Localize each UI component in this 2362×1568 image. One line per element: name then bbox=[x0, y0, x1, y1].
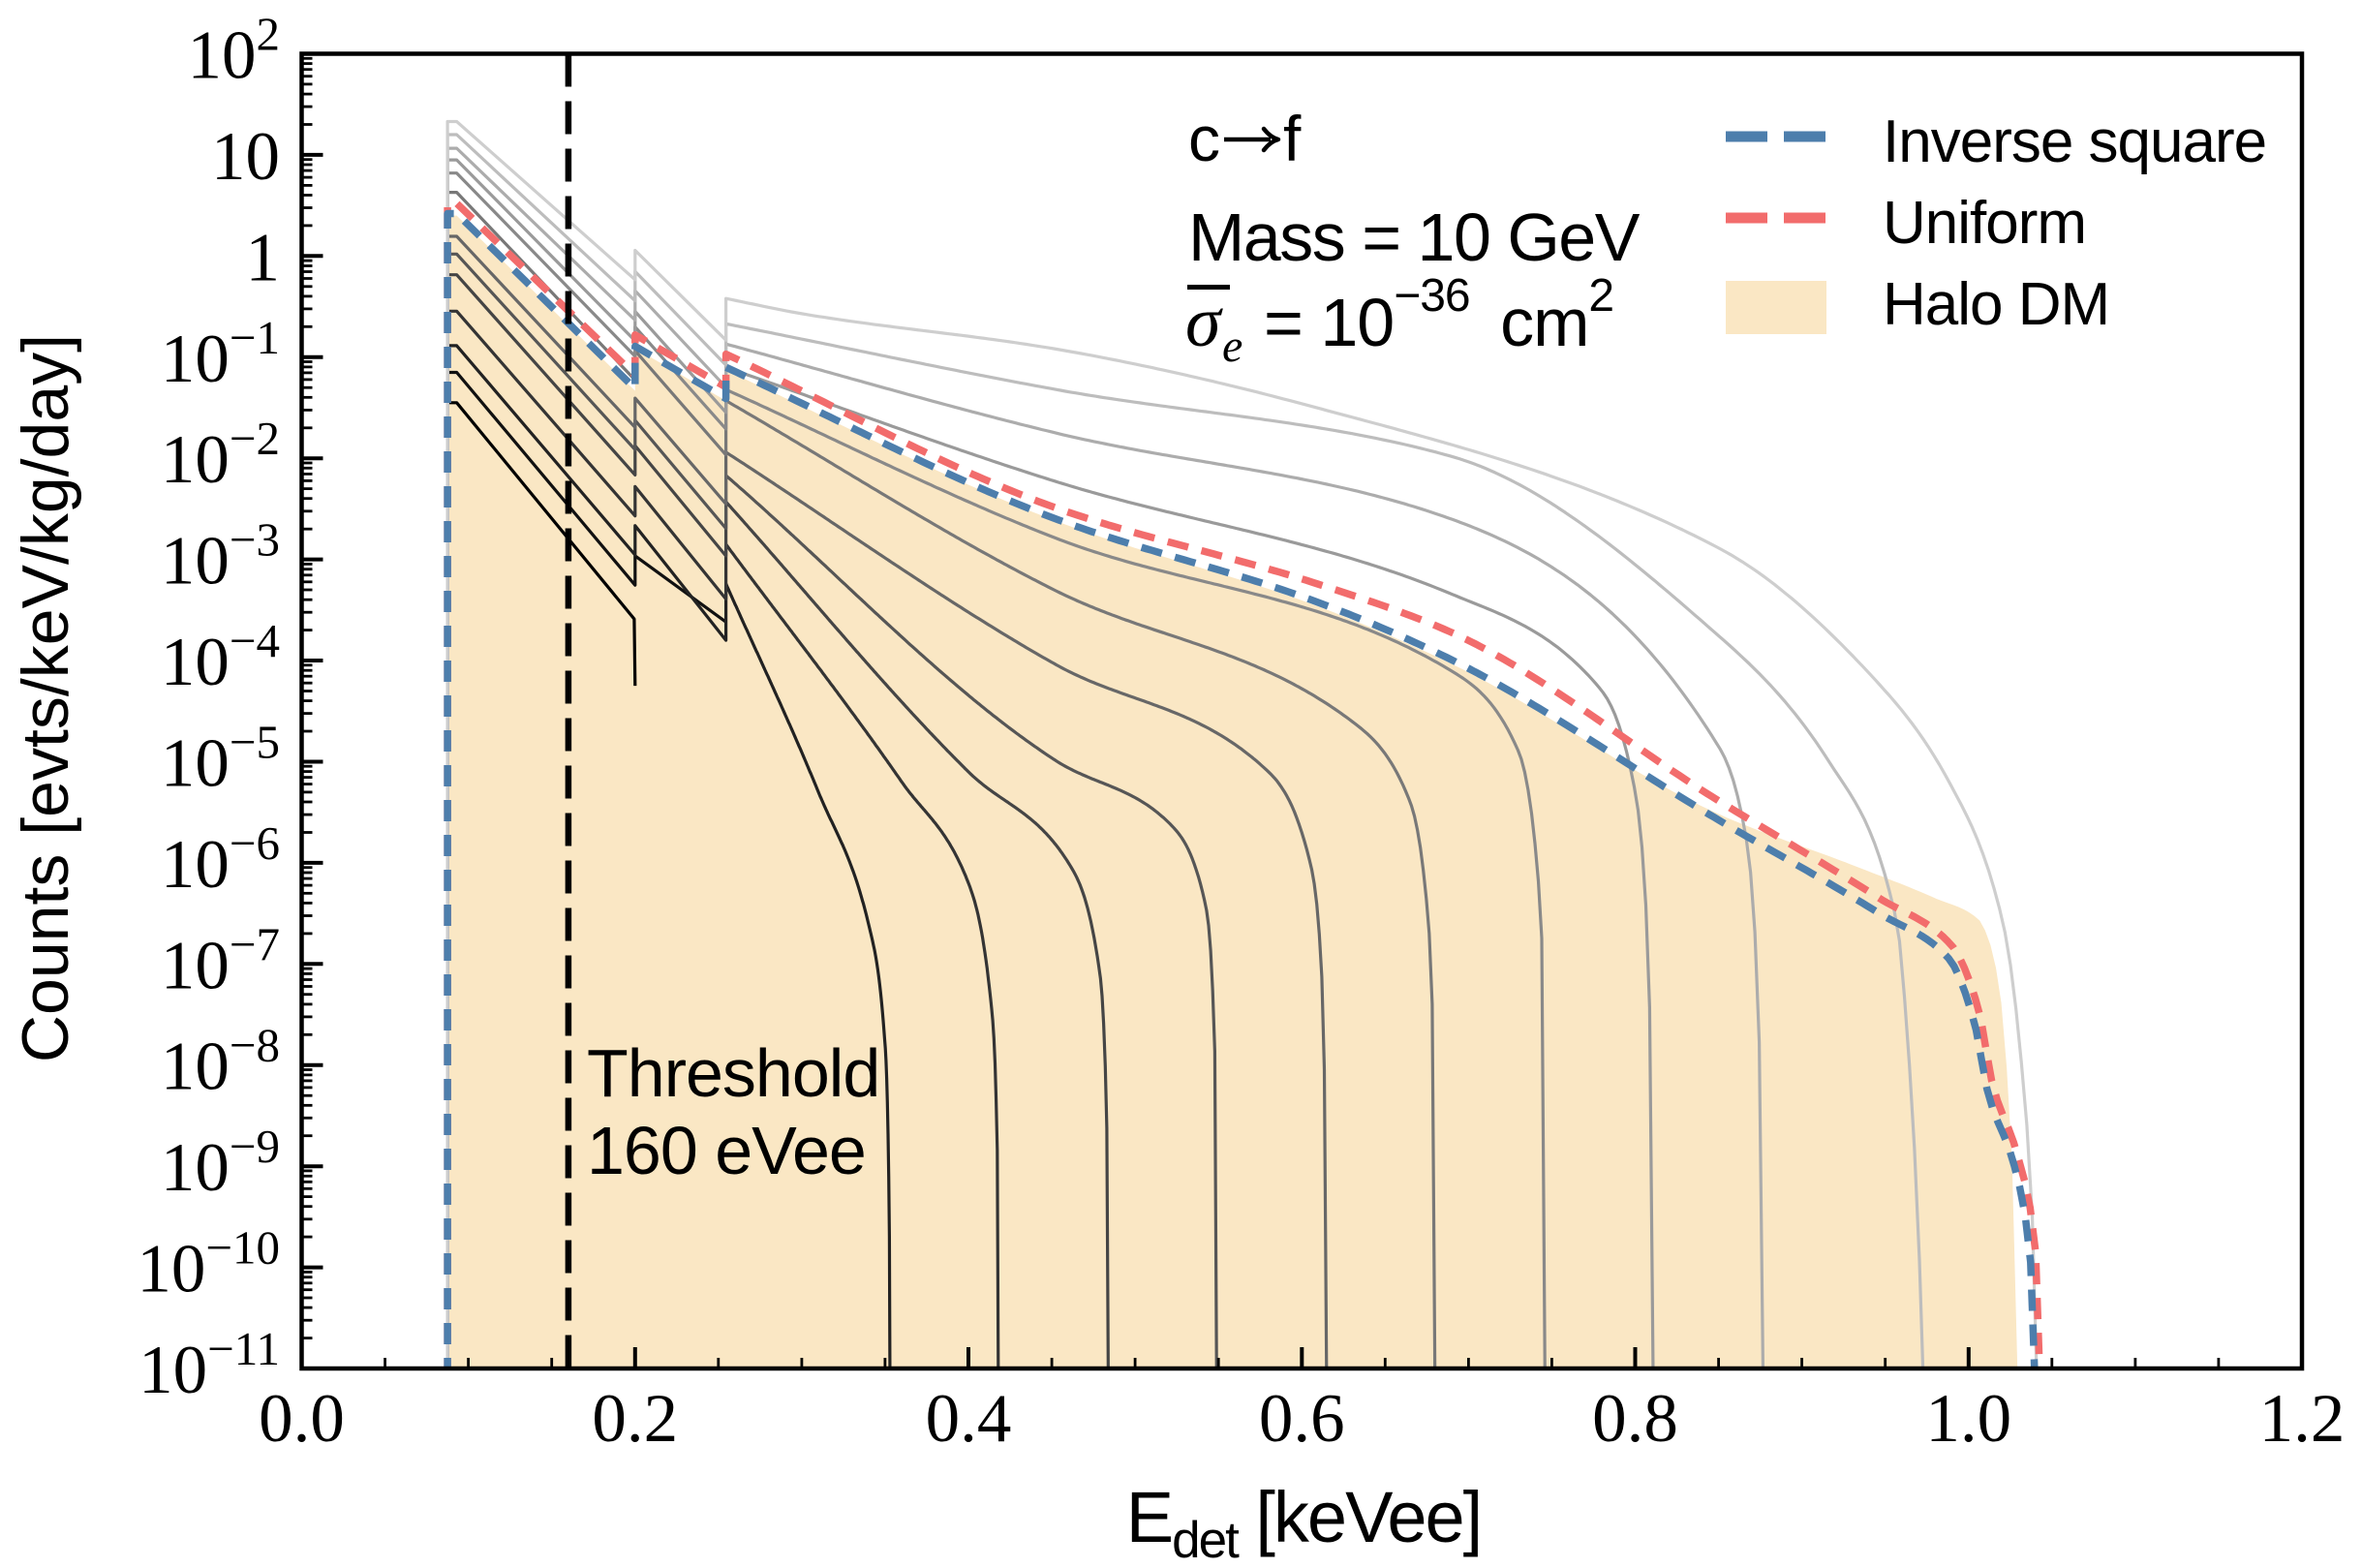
svg-text:10−1: 10−1 bbox=[161, 311, 280, 397]
svg-text:1: 1 bbox=[246, 220, 281, 295]
svg-text:f: f bbox=[1283, 103, 1302, 174]
svg-text:Threshold: Threshold bbox=[587, 1035, 879, 1111]
svg-text:10−7: 10−7 bbox=[161, 917, 280, 1003]
svg-text:Halo DM: Halo DM bbox=[1883, 271, 2109, 338]
svg-text:Inverse square: Inverse square bbox=[1883, 108, 2266, 175]
svg-text:160 eVee: 160 eVee bbox=[587, 1113, 866, 1188]
svg-text:σ: σ bbox=[1185, 283, 1223, 362]
svg-text:Counts [evts/keV/kg/day]: Counts [evts/keV/kg/day] bbox=[9, 334, 82, 1062]
svg-text:10−9: 10−9 bbox=[161, 1120, 280, 1206]
svg-text:10: 10 bbox=[211, 119, 280, 195]
svg-text:1.0: 1.0 bbox=[1925, 1381, 2011, 1457]
svg-text:0.8: 0.8 bbox=[1592, 1381, 1678, 1457]
svg-text:0.0: 0.0 bbox=[259, 1381, 345, 1457]
svg-text:Uniform: Uniform bbox=[1883, 190, 2086, 257]
svg-text:10−4: 10−4 bbox=[161, 614, 280, 700]
svg-text:e: e bbox=[1222, 321, 1242, 372]
svg-text:0.2: 0.2 bbox=[592, 1381, 678, 1457]
svg-text:Edet [keVee]: Edet [keVee] bbox=[1126, 1477, 1481, 1568]
svg-text:10−5: 10−5 bbox=[161, 716, 280, 802]
svg-text:1.2: 1.2 bbox=[2259, 1381, 2346, 1457]
svg-text:0.4: 0.4 bbox=[926, 1381, 1012, 1457]
svg-text:0.6: 0.6 bbox=[1259, 1381, 1345, 1457]
svg-text:Mass = 10 GeV: Mass = 10 GeV bbox=[1188, 200, 1641, 275]
svg-text:c: c bbox=[1188, 103, 1220, 174]
